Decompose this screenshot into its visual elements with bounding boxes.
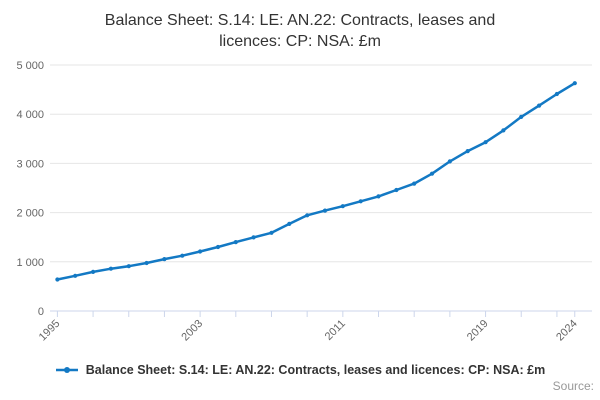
x-axis-label: 2024 — [554, 318, 580, 344]
data-point[interactable] — [287, 221, 292, 226]
data-point[interactable] — [483, 140, 488, 145]
x-axis-label: 1995 — [37, 318, 63, 344]
data-point[interactable] — [501, 128, 506, 133]
chart-title: Balance Sheet: S.14: LE: AN.22: Contract… — [30, 10, 570, 52]
data-point[interactable] — [537, 103, 542, 108]
data-point[interactable] — [465, 149, 470, 154]
data-point[interactable] — [412, 181, 417, 186]
y-axis-label: 5 000 — [16, 60, 44, 72]
legend-item[interactable]: Balance Sheet: S.14: LE: AN.22: Contract… — [55, 363, 545, 377]
data-point[interactable] — [108, 266, 113, 271]
data-point[interactable] — [73, 273, 78, 278]
chart-title-line2: licences: CP: NSA: £m — [219, 33, 381, 51]
data-point[interactable] — [91, 269, 96, 274]
legend-marker-icon — [55, 367, 78, 373]
data-point[interactable] — [394, 187, 399, 193]
chart-title-line1: Balance Sheet: S.14: LE: AN.22: Contract… — [104, 12, 496, 29]
x-axis-label: 2011 — [323, 318, 348, 343]
series-line[interactable] — [56, 81, 577, 281]
data-point[interactable] — [144, 260, 149, 266]
data-point[interactable] — [198, 249, 203, 254]
x-axis-label: 2003 — [179, 318, 205, 344]
plot-svg: 0 1 000 2 000 3 000 4 000 5 000 1995 2003 2011 20… — [16, 60, 592, 344]
source-label: Source: — [552, 379, 594, 393]
data-point[interactable] — [376, 194, 381, 199]
legend-marker-dot — [63, 367, 70, 373]
legend-label: Balance Sheet: S.14: LE: AN.22: Contract… — [85, 363, 546, 377]
y-axis-label: 4 000 — [16, 109, 44, 121]
data-point[interactable] — [554, 91, 560, 97]
y-axis-label: 0 — [38, 306, 44, 318]
data-point[interactable] — [429, 171, 435, 176]
legend: Balance Sheet: S.14: LE: AN.22: Contract… — [0, 363, 600, 377]
data-point[interactable] — [358, 199, 363, 204]
data-point[interactable] — [180, 253, 185, 258]
data-point[interactable] — [251, 235, 256, 240]
data-point[interactable] — [126, 264, 131, 269]
y-axis-label: 3 000 — [16, 158, 44, 170]
data-point[interactable] — [162, 257, 167, 262]
data-point[interactable] — [269, 230, 274, 235]
data-point[interactable] — [572, 81, 577, 86]
data-point[interactable] — [215, 244, 221, 250]
data-point[interactable] — [322, 208, 328, 213]
y-axis-label: 2 000 — [16, 208, 44, 220]
data-point[interactable] — [447, 159, 452, 164]
data-point[interactable] — [305, 213, 310, 218]
data-point[interactable] — [233, 240, 238, 245]
y-axis-label: 1 000 — [16, 257, 44, 269]
data-point[interactable] — [55, 277, 60, 282]
data-point[interactable] — [340, 204, 345, 209]
data-point[interactable] — [519, 114, 524, 119]
x-axis-label: 2019 — [465, 318, 491, 344]
